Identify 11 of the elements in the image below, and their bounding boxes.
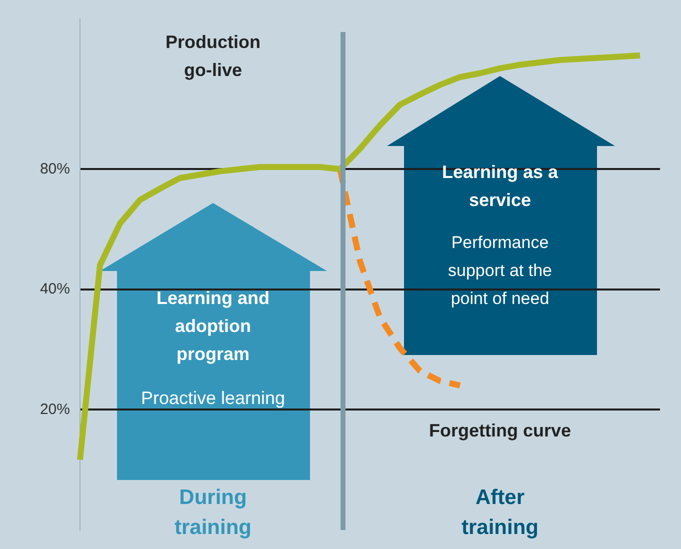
y-tick-label: 20% <box>40 400 70 418</box>
annotation: Learning and adoption program <box>155 287 270 366</box>
text: Forgetting curve <box>428 420 572 440</box>
y-tick-label: 80% <box>40 160 70 178</box>
annotation: Performance support at the point of need <box>447 232 553 310</box>
annotation: Learning as a service <box>440 161 560 212</box>
annotation: After training <box>460 485 540 541</box>
annotation: Proactive learning <box>140 387 286 410</box>
annotation: During training <box>174 485 252 541</box>
y-tick-label: 40% <box>40 280 70 298</box>
annotation: Production go-live <box>164 31 262 82</box>
